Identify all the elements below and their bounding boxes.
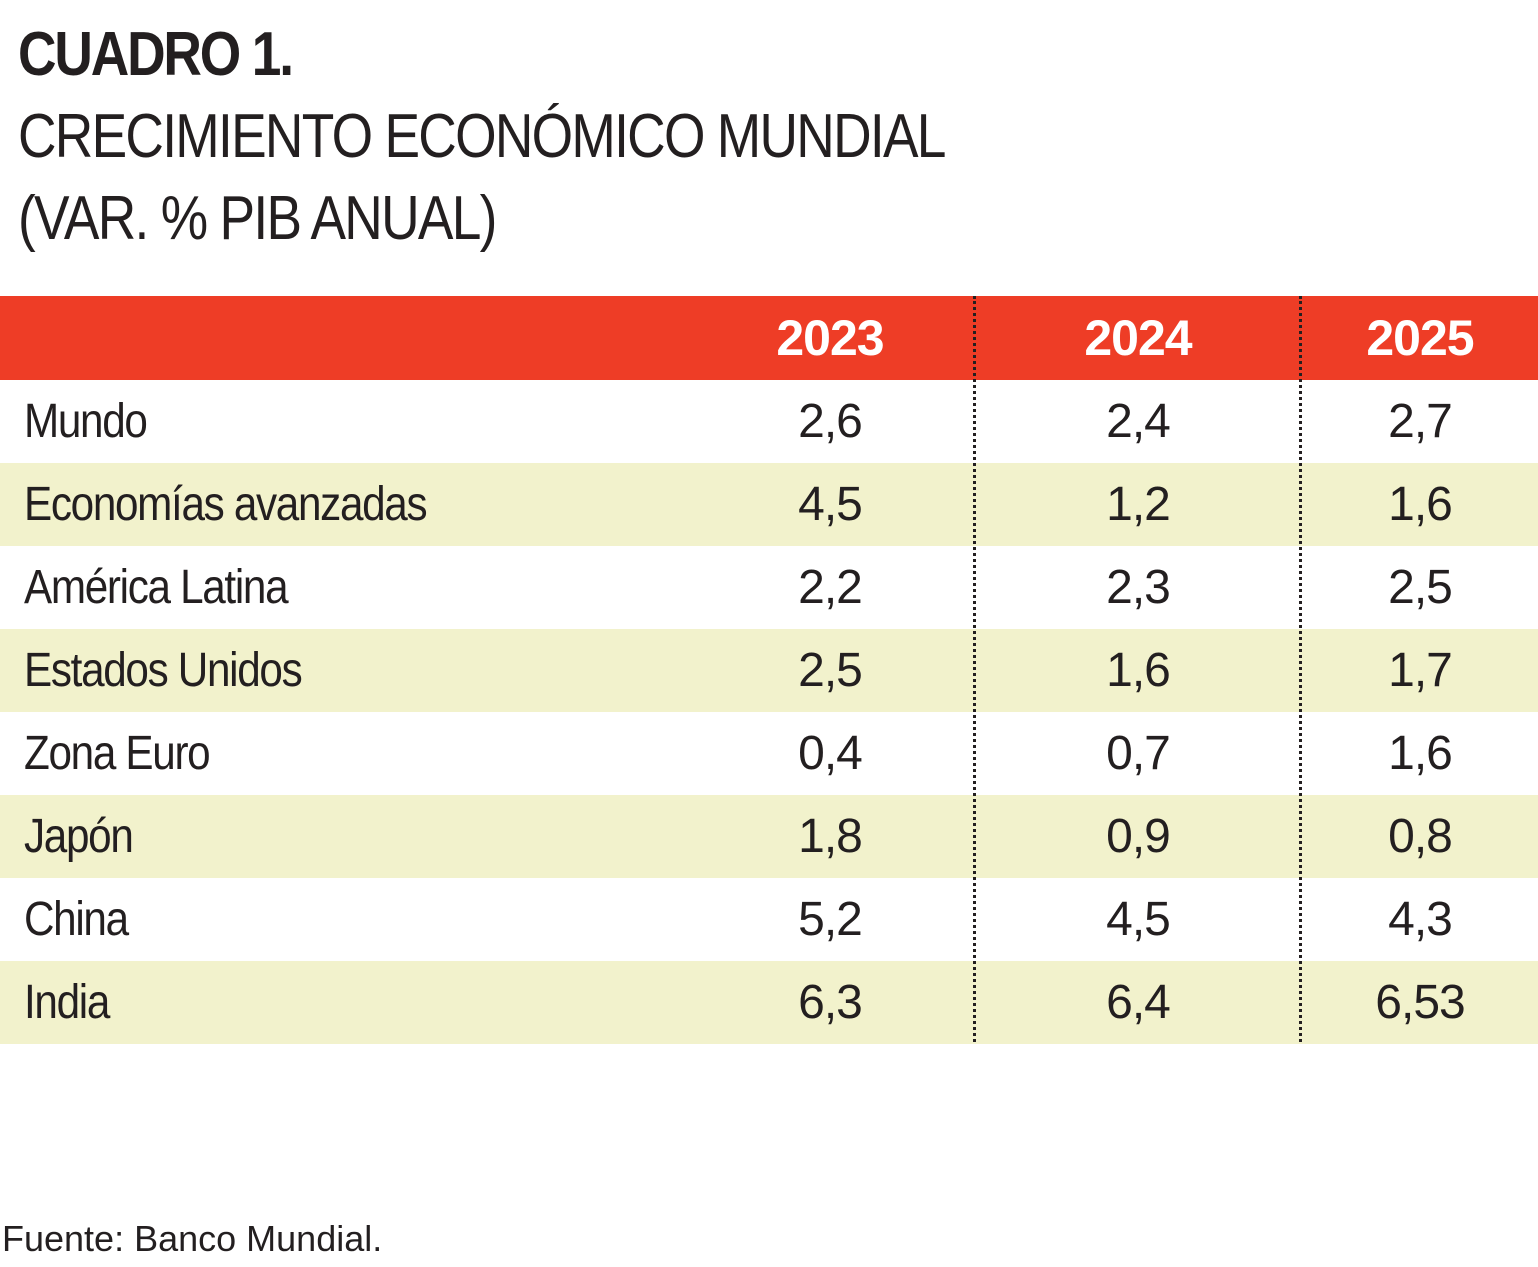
value-2023: 2,2 [798,561,863,614]
table-row: Zona Euro 0,4 0,7 1,6 [0,712,1538,795]
value-2025: 2,5 [1388,561,1453,614]
row-label: India [24,976,110,1029]
value-2024: 1,6 [1106,644,1171,697]
row-label: Zona Euro [24,727,211,780]
value-2023: 0,4 [798,727,863,780]
value-2025: 2,7 [1388,395,1453,448]
value-2024: 6,4 [1106,976,1171,1029]
value-2023: 1,8 [798,810,863,863]
column-divider [1299,296,1302,1042]
value-2023: 6,3 [798,976,863,1029]
table-row: China 5,2 4,5 4,3 [0,878,1538,961]
row-label: Economías avanzadas [24,478,428,531]
header-2023: 2023 [776,310,884,366]
value-2025: 6,53 [1375,976,1465,1029]
row-label: Estados Unidos [24,644,303,697]
value-2023: 2,5 [798,644,863,697]
value-2024: 2,3 [1106,561,1171,614]
column-divider [973,296,976,1042]
table-row: Mundo 2,6 2,4 2,7 [0,380,1538,463]
table-row: India 6,3 6,4 6,53 [0,961,1538,1044]
row-label: Japón [24,810,134,863]
value-2025: 1,7 [1388,644,1453,697]
source-note: Fuente: Banco Mundial. [2,1218,383,1259]
header-2024: 2024 [1084,310,1192,366]
value-2025: 1,6 [1388,727,1453,780]
table-row: América Latina 2,2 2,3 2,5 [0,546,1538,629]
table-subtitle: (VAR. % PIB ANUAL) [18,184,497,253]
row-label: China [24,893,129,946]
value-2025: 1,6 [1388,478,1453,531]
value-2024: 0,7 [1106,727,1171,780]
row-label: Mundo [24,395,148,448]
value-2023: 5,2 [798,893,863,946]
table-number: CUADRO 1. [18,20,294,89]
value-2025: 0,8 [1388,810,1453,863]
value-2023: 4,5 [798,478,863,531]
header-row: 2023 2024 2025 [0,296,1538,380]
value-2024: 2,4 [1106,395,1171,448]
table-title: CRECIMIENTO ECONÓMICO MUNDIAL [18,102,946,171]
header-label-cell [24,296,640,380]
value-2025: 4,3 [1388,893,1453,946]
table-row: Japón 1,8 0,9 0,8 [0,795,1538,878]
table-row: Estados Unidos 2,5 1,6 1,7 [0,629,1538,712]
row-label: América Latina [24,561,289,614]
value-2024: 0,9 [1106,810,1171,863]
table-title-block: CUADRO 1. CRECIMIENTO ECONÓMICO MUNDIAL … [18,14,1518,260]
value-2024: 1,2 [1106,478,1171,531]
table-row: Economías avanzadas 4,5 1,2 1,6 [0,463,1538,546]
header-2025: 2025 [1366,310,1474,366]
value-2024: 4,5 [1106,893,1171,946]
growth-table: 2023 2024 2025 Mundo 2,6 2,4 2,7 Economí… [0,296,1538,1044]
value-2023: 2,6 [798,395,863,448]
